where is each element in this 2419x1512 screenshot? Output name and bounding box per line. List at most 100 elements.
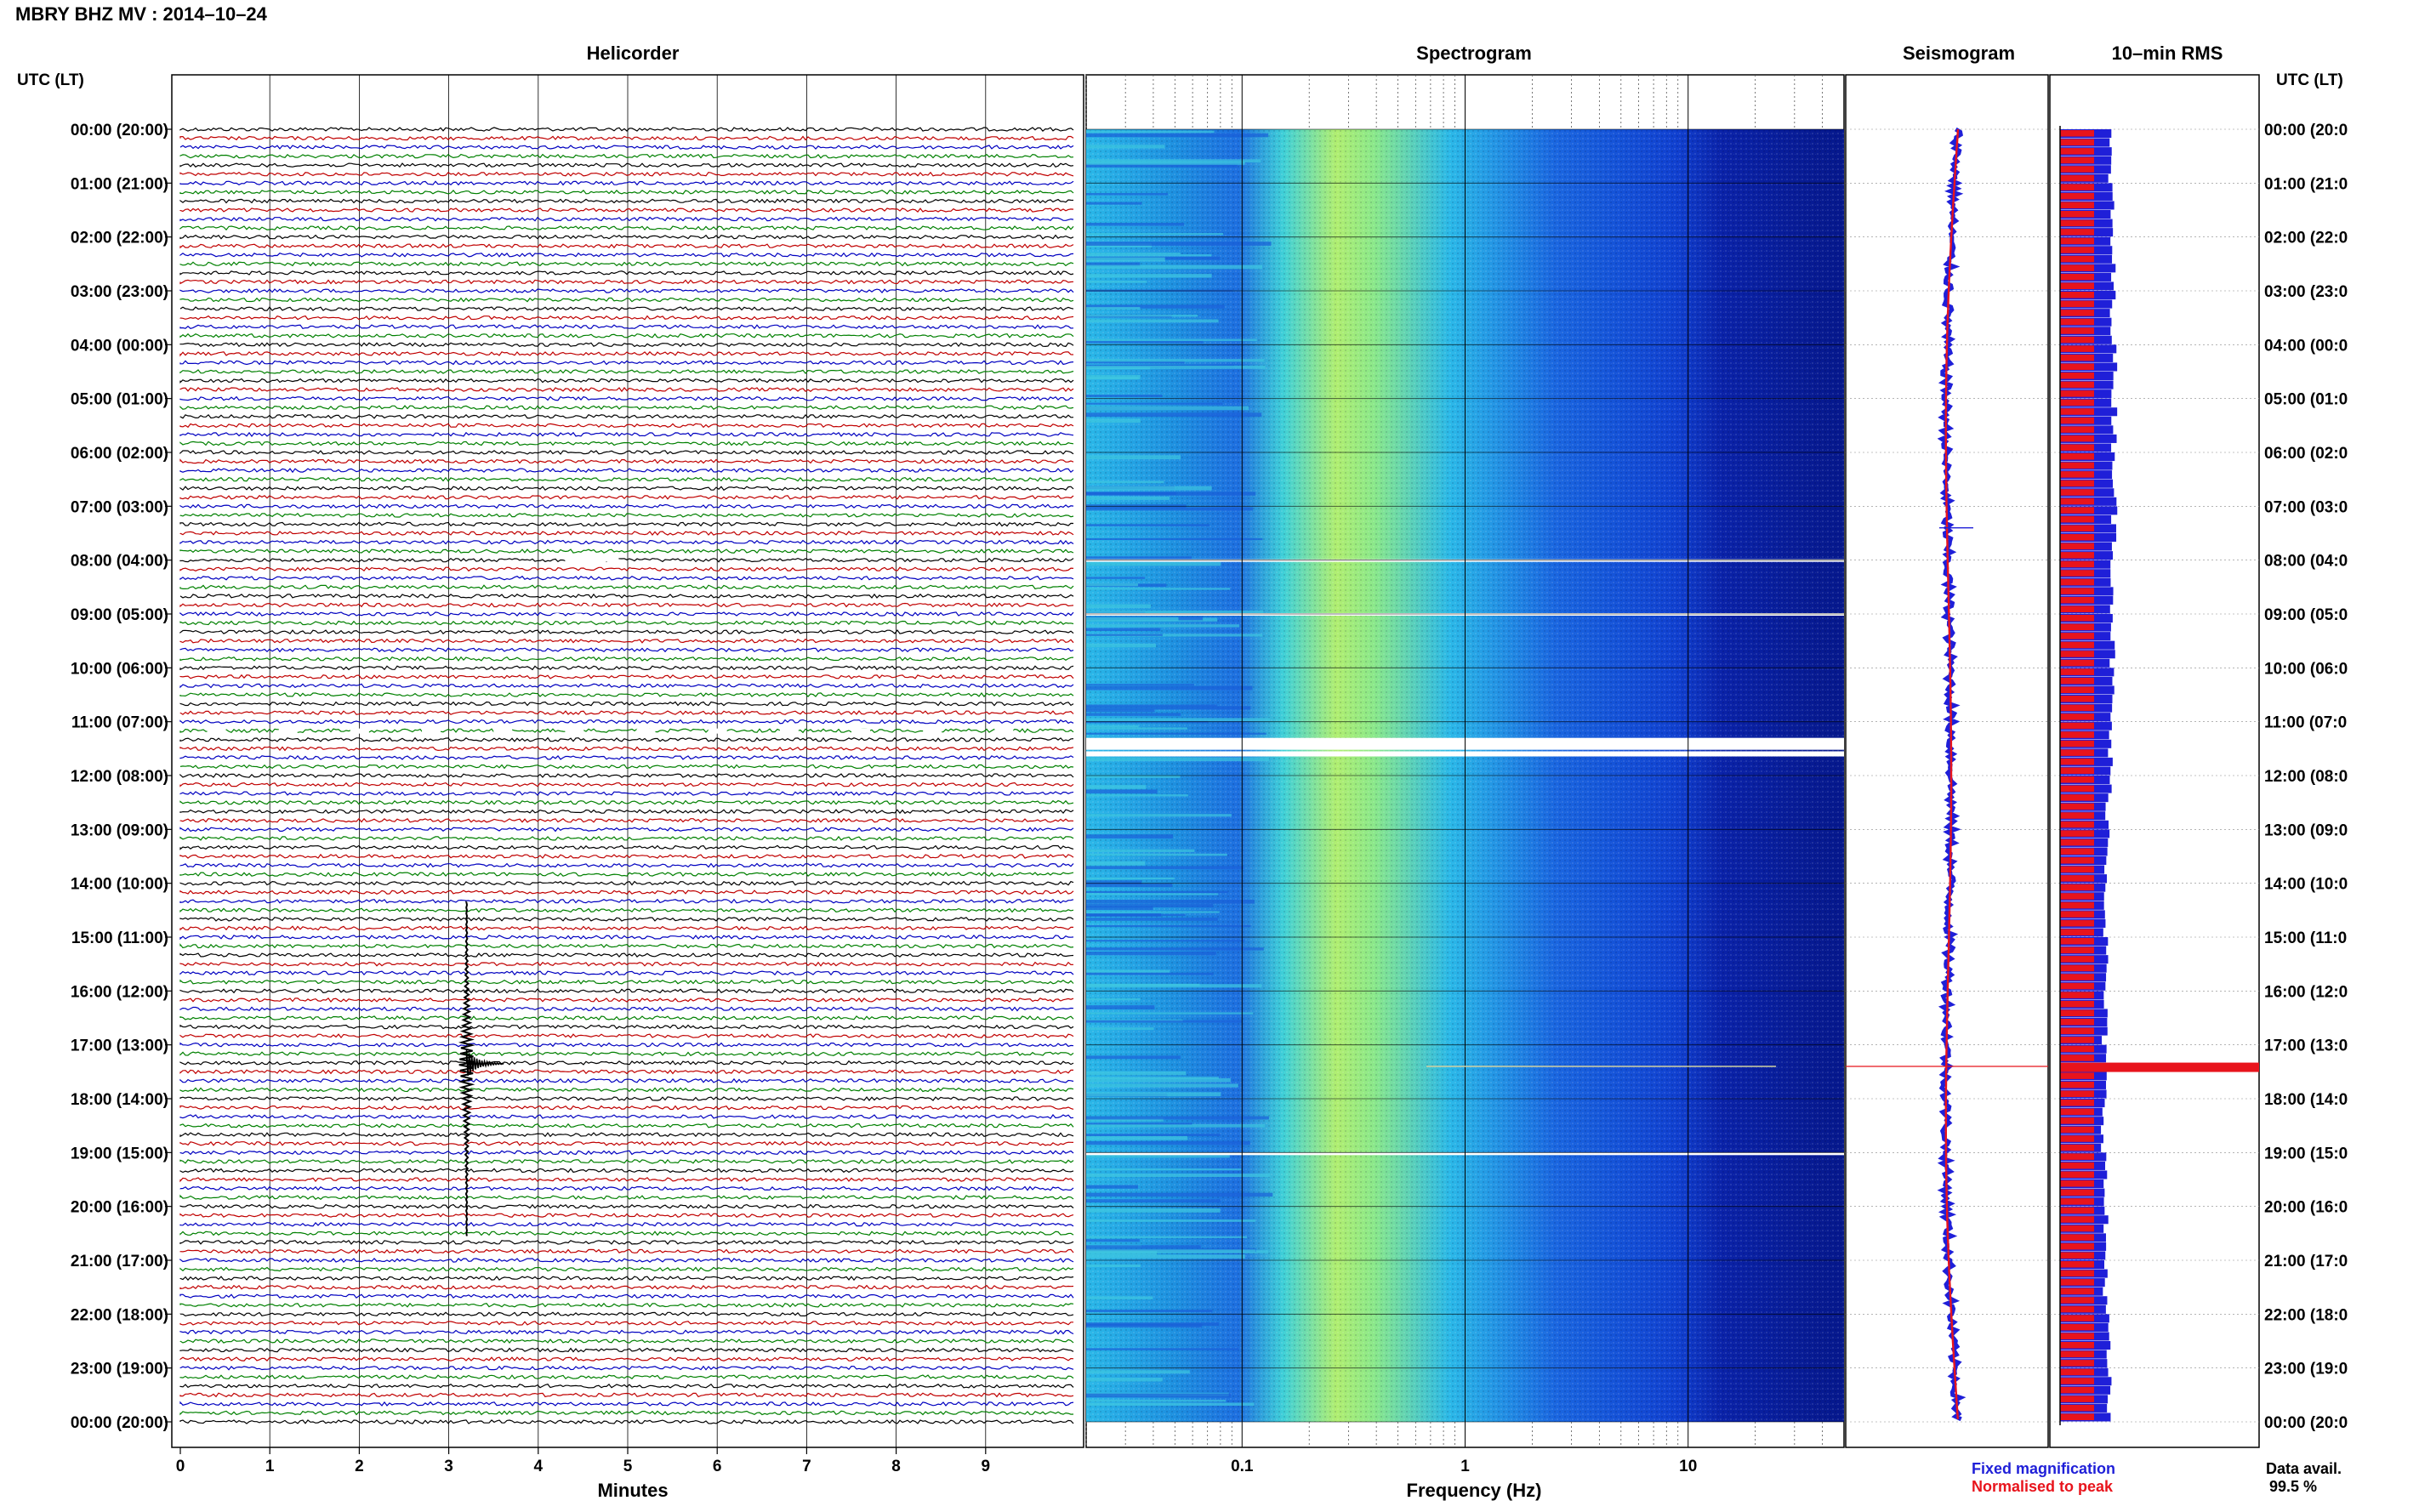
rms-bar-normalised [2060,148,2094,155]
spectrogram-stripe [1086,202,1142,205]
rms-bar-normalised [2060,497,2094,505]
time-label-left: 09:00 (05:00) [71,606,168,624]
time-label-left: 15:00 (11:00) [71,929,168,947]
spectrogram-stripe [1086,556,1192,560]
spectrogram-stripe [1086,1083,1238,1088]
helicorder-trace [179,1401,1074,1407]
rms-bar-normalised [2060,130,2094,137]
spectrogram-stripe [1086,395,1163,397]
rms-bar-normalised [2060,1270,2094,1277]
helicorder-trace [179,234,1074,240]
rms-bar-normalised [2060,1279,2094,1286]
helicorder-trace [179,450,1074,456]
time-label-right: 11:00 (07:0 [2264,714,2347,732]
trace-gap [636,728,656,734]
helicorder-trace [179,898,1074,904]
rms-bar-normalised [2060,596,2094,604]
seismogram-normalised [1944,128,1960,1419]
rms-bar-normalised [2060,1413,2094,1420]
minute-tick-label: 8 [891,1458,901,1475]
rms-bar-normalised [2060,184,2094,190]
spectrogram-stripe [1086,685,1253,691]
helicorder-trace [179,665,1074,671]
rms-bar-normalised [2060,219,2094,227]
spectrogram-stripe [1086,890,1228,894]
trace-gap [565,554,619,562]
spectrogram-stripe [1086,880,1142,885]
rms-bar-normalised [2060,515,2094,523]
helicorder-trace [179,746,1074,752]
helicorder-trace [179,531,1074,537]
spectrogram-stripe [1086,1322,1220,1326]
frequency-tick-label: 1 [1460,1458,1470,1475]
rms-bar-normalised [2060,525,2094,531]
helicorder-trace [179,1194,1074,1200]
helicorder-trace [179,566,1074,572]
helicorder-trace [179,171,1074,177]
time-label-left: 14:00 (10:00) [71,876,168,894]
time-label-right: 19:00 (15:0 [2264,1145,2348,1162]
rms-bar-normalised [2060,1252,2094,1259]
spectrogram-stripe [1086,455,1181,460]
helicorder-trace [179,791,1074,797]
helicorder-trace [179,369,1074,375]
helicorder-trace [179,225,1074,231]
spectrogram-stripe [1086,561,1221,566]
helicorder-trace [179,773,1074,778]
rms-bar-normalised [2060,1368,2094,1376]
spectrogram-stripe [1086,1199,1221,1203]
rms-bar-normalised [2060,1153,2094,1160]
helicorder-trace [179,1311,1074,1317]
spectrogram-title: Spectrogram [1416,43,1532,64]
helicorder-trace [179,1105,1074,1111]
spectrogram-stripe [1086,983,1200,986]
rms-bar-normalised [2060,992,2094,998]
rms-bar-normalised [2060,776,2094,783]
spectrogram-stripe [1086,497,1170,500]
helicorder-trace [179,1123,1074,1128]
rms-bar-normalised [2060,794,2094,801]
helicorder-trace [179,1321,1073,1326]
helicorder-trace [179,620,1074,626]
spectrogram-stripe [1086,480,1164,484]
spectrogram-stripe [1086,1254,1245,1259]
time-label-right: 08:00 (04:0 [2264,553,2348,571]
spectrogram-stripe [1086,1116,1269,1120]
spectrogram-stripe [1086,1245,1201,1248]
rms-bar-normalised [2060,1180,2094,1187]
spectrogram-stripe [1086,1123,1192,1125]
helicorder-trace [179,1087,1074,1093]
time-axis-left: 00:00 (20:00) 01:00 (21:00) 02:00 (22:00) 0… [71,122,172,1432]
helicorder-trace [179,539,1074,545]
rms-bar-normalised [2060,964,2094,972]
helicorder-trace [179,1150,1074,1156]
helicorder-trace [179,1302,1074,1308]
helicorder-trace [179,701,1074,707]
time-label-right: 20:00 (16:0 [2264,1199,2348,1217]
helicorder-trace [179,925,1074,931]
spectrogram-stripe [1086,853,1227,856]
minute-tick-label: 9 [982,1458,991,1475]
spectrogram-stripe [1086,242,1272,246]
helicorder-trace [179,1258,1074,1264]
spectrogram-stripe [1086,725,1139,728]
helicorder-trace [179,1383,1074,1389]
spectrogram-stripe [1086,604,1151,609]
time-label-left: 04:00 (00:00) [71,337,168,355]
helicorder-trace [179,395,1074,401]
helicorder-trace [179,1276,1074,1282]
spectrogram-stripe [1086,1192,1273,1197]
spectrogram-stripe [1086,145,1165,149]
rms-bar-normalised [2060,1126,2094,1134]
spectrogram-stripe [1086,1348,1239,1350]
helicorder-trace [179,1347,1074,1353]
helicorder-trace [179,1114,1074,1120]
rms-bar-normalised [2060,803,2094,810]
rms-bar-normalised [2060,615,2094,622]
rms-bar-normalised [2060,893,2094,900]
minute-tick-label: 5 [623,1458,633,1475]
time-label-right: 13:00 (09:0 [2264,821,2348,839]
helicorder-trace [179,817,1074,823]
helicorder-trace [179,1374,1074,1380]
helicorder-trace [179,135,1074,141]
